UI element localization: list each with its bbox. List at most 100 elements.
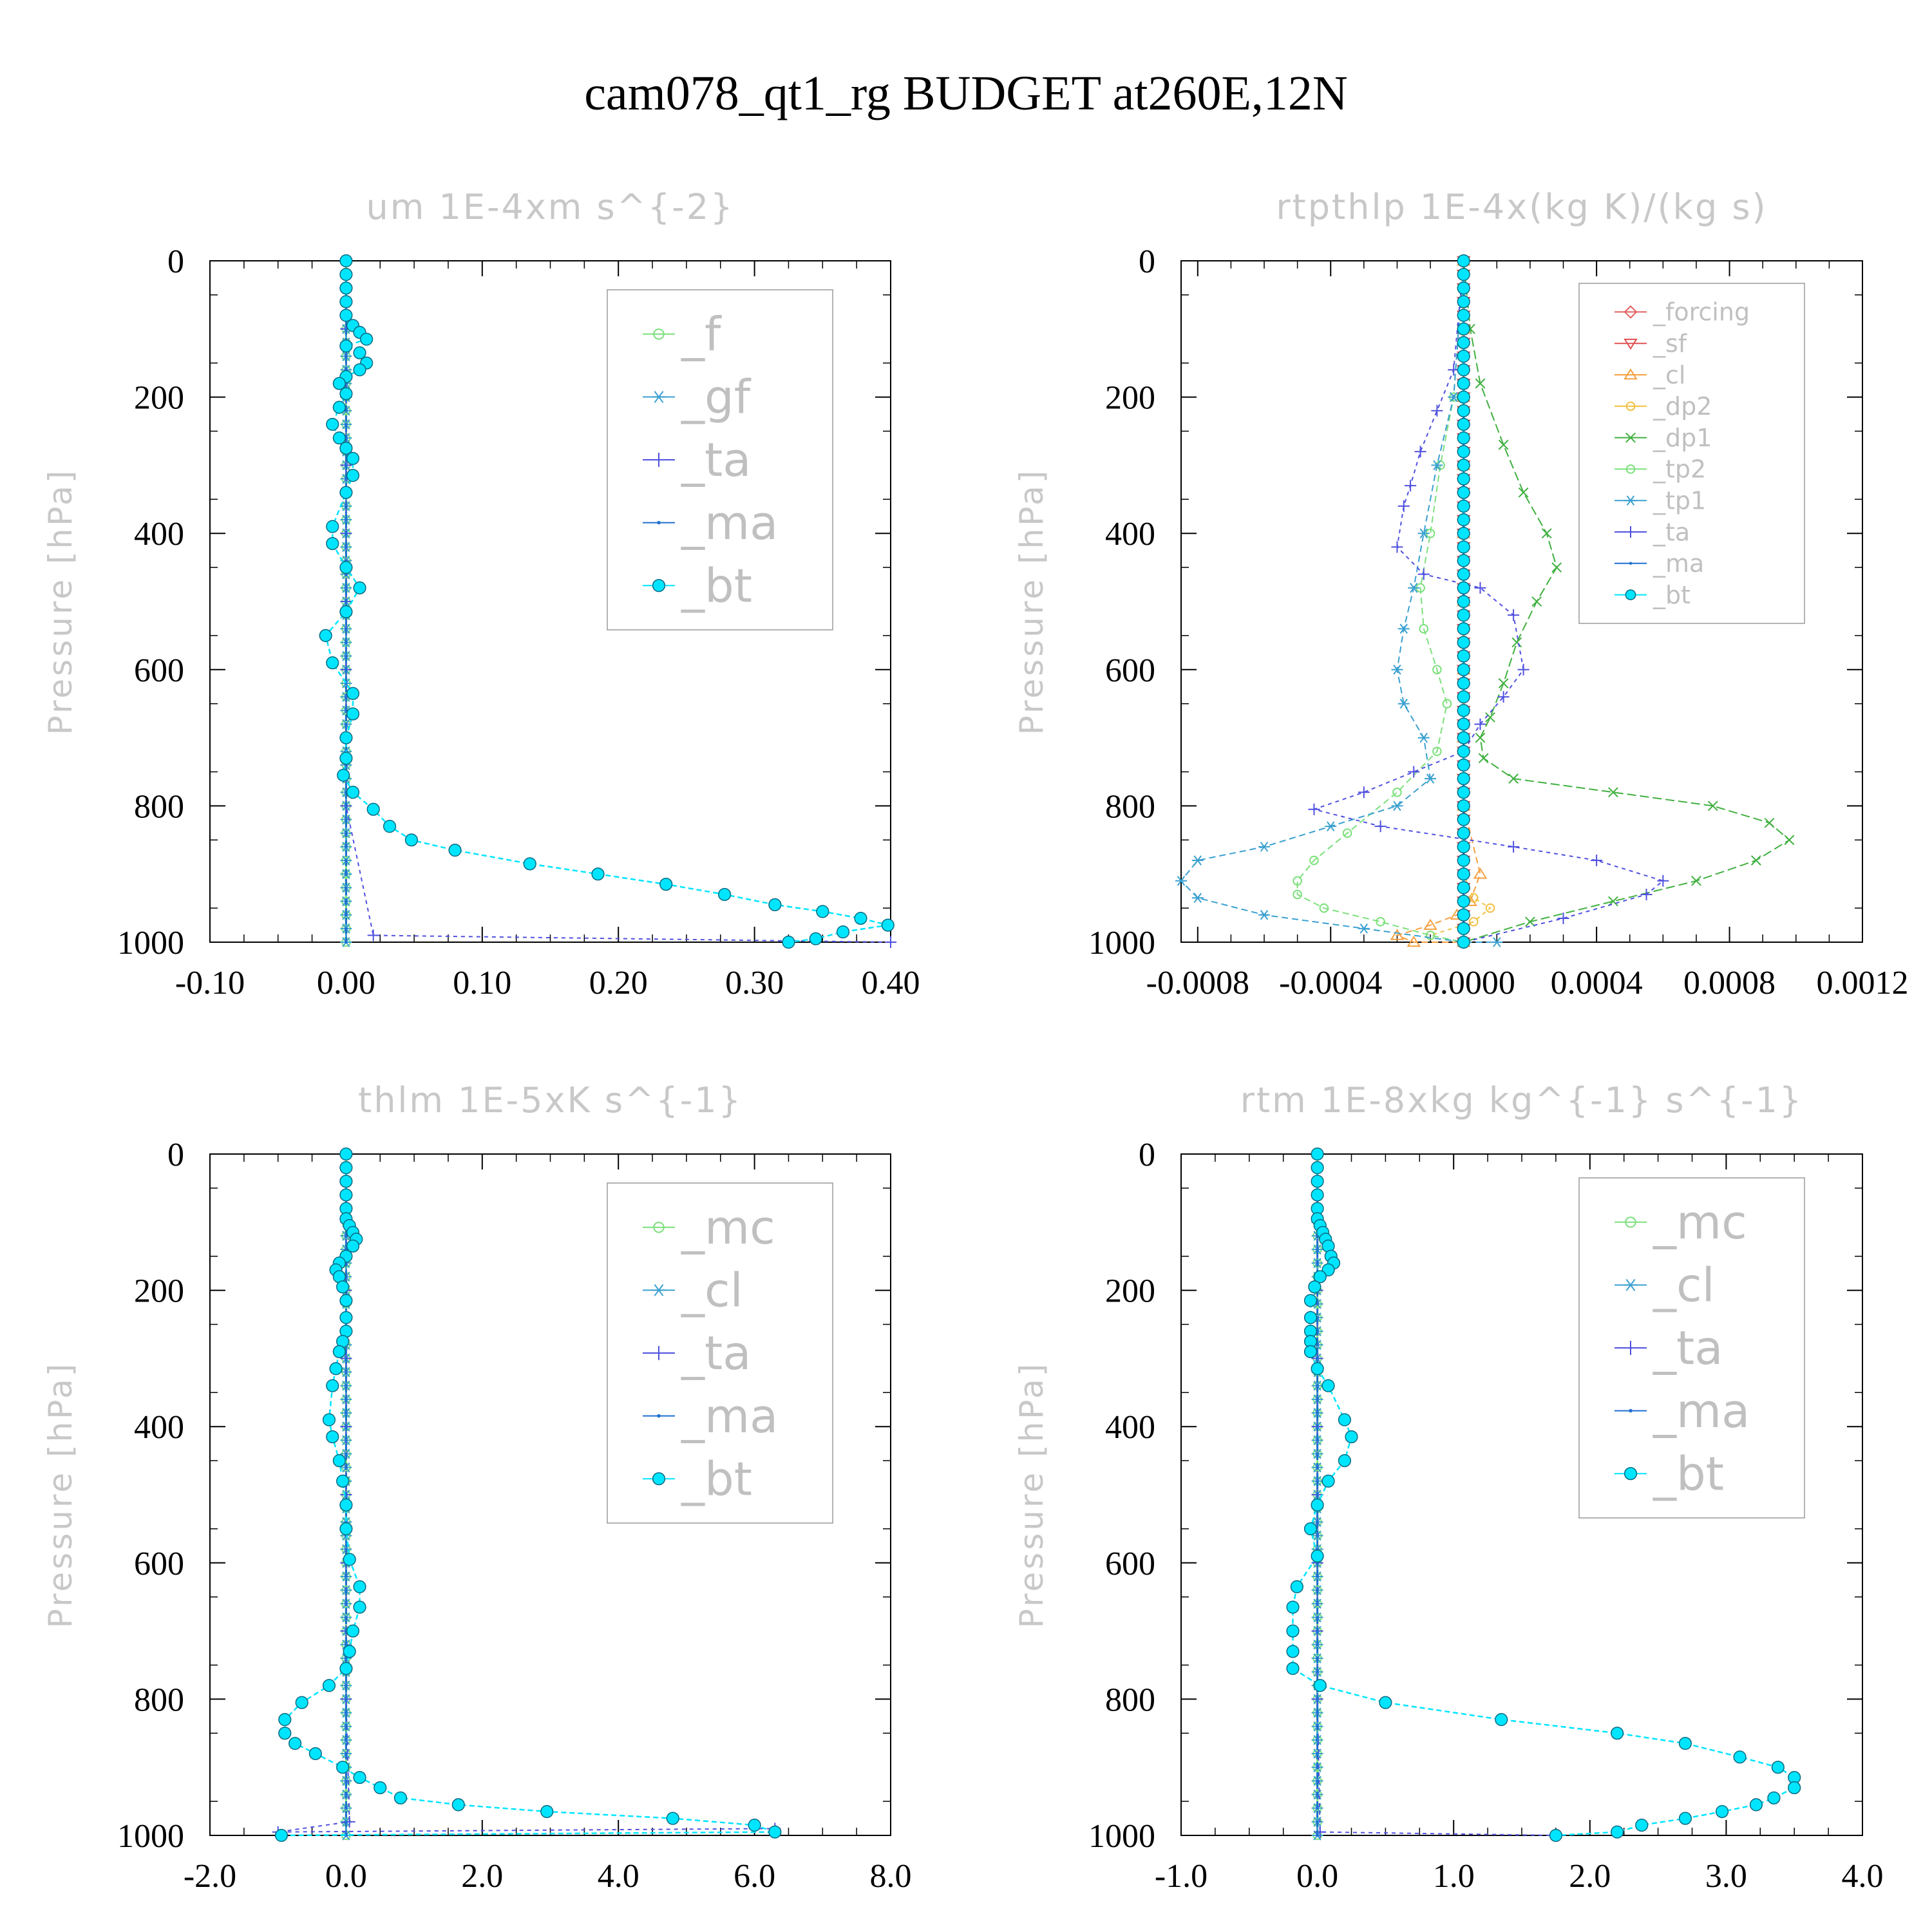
legend-item: _ma xyxy=(1615,549,1704,578)
data-point xyxy=(353,363,366,377)
legend-marker xyxy=(652,579,666,592)
data-point xyxy=(1475,732,1486,743)
legend-label: _forcing xyxy=(1653,298,1750,327)
legend-item: _cl xyxy=(643,1264,743,1318)
legend-marker xyxy=(1624,338,1638,350)
data-point xyxy=(343,1553,356,1566)
data-point xyxy=(1457,663,1470,676)
data-point xyxy=(1309,855,1319,866)
data-point xyxy=(345,1738,348,1742)
legend-marker xyxy=(1625,432,1636,443)
data-point xyxy=(1457,486,1470,499)
data-point xyxy=(343,1645,356,1658)
data-point xyxy=(540,1804,554,1819)
data-point xyxy=(1316,1725,1319,1728)
legend-label: _cl xyxy=(1653,1258,1715,1312)
legend-item: _ta xyxy=(643,433,751,487)
data-point xyxy=(1457,350,1470,363)
data-point xyxy=(1508,609,1520,621)
data-point xyxy=(1316,1711,1319,1714)
data-point xyxy=(1749,1798,1763,1812)
data-point xyxy=(1457,445,1470,459)
data-point xyxy=(1316,1656,1319,1660)
data-point xyxy=(1408,766,1420,778)
data-point xyxy=(1457,867,1470,881)
data-point xyxy=(319,629,332,643)
data-point xyxy=(1286,1645,1300,1658)
data-point xyxy=(1191,893,1204,904)
data-point xyxy=(345,504,348,508)
series-bt xyxy=(274,1147,782,1842)
data-point xyxy=(1457,731,1470,744)
series-line xyxy=(281,1154,775,1837)
data-point xyxy=(1431,460,1443,471)
legend-item: _bt xyxy=(643,1452,752,1506)
data-point xyxy=(1313,1679,1327,1692)
legend-marker xyxy=(652,1346,666,1360)
y-tick-label: 400 xyxy=(134,1409,184,1446)
plot-area xyxy=(272,1147,782,1842)
legend-item: _dp1 xyxy=(1615,424,1712,452)
legend-marker xyxy=(1625,1217,1636,1228)
data-point xyxy=(1432,746,1442,757)
data-point xyxy=(345,831,348,835)
data-point xyxy=(666,1812,679,1825)
data-point xyxy=(1419,624,1429,634)
series-ma xyxy=(345,259,348,944)
data-point xyxy=(1457,895,1470,908)
legend-item: _ta xyxy=(1615,1321,1723,1375)
data-point xyxy=(1457,281,1470,295)
data-point xyxy=(1549,1828,1562,1842)
x-tick-label: 1.0 xyxy=(1433,1858,1475,1895)
series-bt xyxy=(319,254,895,949)
data-point xyxy=(345,531,348,535)
y-tick-label: 0 xyxy=(1139,243,1155,280)
legend-label: _ta xyxy=(1653,518,1690,546)
data-point xyxy=(345,886,348,889)
data-point xyxy=(1457,527,1470,540)
legend-marker xyxy=(657,1414,661,1418)
data-point xyxy=(1316,1698,1319,1701)
series-tp2 xyxy=(1293,256,1468,947)
data-point xyxy=(1750,855,1761,866)
legend-item: _bt xyxy=(643,558,752,612)
data-point xyxy=(1788,1781,1801,1795)
data-point xyxy=(1498,678,1509,688)
legend-item: _ma xyxy=(1615,1384,1750,1438)
data-point xyxy=(1457,908,1470,922)
data-point xyxy=(809,932,822,945)
data-point xyxy=(1391,541,1403,553)
data-point xyxy=(1316,1493,1319,1497)
data-point xyxy=(1457,744,1470,758)
data-point xyxy=(1457,922,1470,935)
data-point xyxy=(339,486,353,499)
data-point xyxy=(339,1147,353,1161)
data-point xyxy=(1457,840,1470,853)
data-point xyxy=(295,1696,308,1709)
legend-marker xyxy=(1629,1408,1633,1413)
data-point xyxy=(448,844,462,857)
data-point xyxy=(339,308,353,322)
y-tick-label: 0 xyxy=(167,1137,184,1173)
data-point xyxy=(1316,1820,1319,1824)
data-point xyxy=(345,1452,348,1455)
data-point xyxy=(1414,446,1426,458)
data-point xyxy=(717,887,732,902)
data-point xyxy=(748,1819,761,1832)
data-point xyxy=(1457,786,1470,799)
legend: _forcing _sf _cl _dp2 _dp1 _tp2 _tp1 _ta _ma _bt xyxy=(1578,283,1805,624)
data-point xyxy=(1316,1793,1319,1796)
data-point xyxy=(345,695,348,699)
data-point xyxy=(1321,1474,1335,1488)
data-point xyxy=(345,1411,348,1415)
data-point xyxy=(336,1761,350,1774)
y-axis-label: Pressure [hPa] xyxy=(42,468,79,735)
data-point xyxy=(393,1791,408,1804)
chart-panel-3: thlm 1E-5xK s^{-1} 0 200 400 600 800 1000-2.0 0… xyxy=(42,1080,912,1895)
data-point xyxy=(1316,1629,1319,1633)
data-point xyxy=(1497,691,1510,703)
x-tick-label: 0.40 xyxy=(862,965,920,1001)
data-point xyxy=(345,1656,348,1660)
legend-marker xyxy=(1625,401,1636,412)
data-point xyxy=(339,605,353,618)
